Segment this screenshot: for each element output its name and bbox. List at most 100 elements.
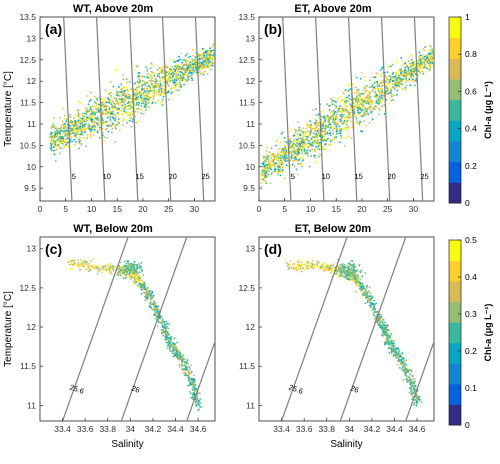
density-contour-15 xyxy=(128,17,139,201)
scatter-point xyxy=(206,73,209,75)
scatter-point xyxy=(191,61,193,64)
scatter-point xyxy=(321,115,323,118)
scatter-point xyxy=(363,120,365,122)
scatter-point xyxy=(145,293,148,296)
scatter-point xyxy=(295,168,298,171)
x-tick-label: 10 xyxy=(306,204,316,214)
scatter-point xyxy=(305,151,308,153)
scatter-point xyxy=(307,136,309,139)
density-contour-20 xyxy=(161,17,172,201)
scatter-point xyxy=(81,117,83,120)
scatter-point xyxy=(418,51,421,54)
scatter-point xyxy=(116,112,119,114)
scatter-point xyxy=(414,60,416,63)
scatter-point xyxy=(403,69,406,72)
y-tick-label: 12.5 xyxy=(238,55,255,65)
scatter-point xyxy=(418,56,420,58)
scatter-point xyxy=(77,128,79,131)
scatter-point xyxy=(290,140,292,143)
scatter-point xyxy=(168,81,171,83)
scatter-point xyxy=(396,73,399,76)
scatter-point xyxy=(122,271,124,274)
scatter-point xyxy=(110,95,113,97)
scatter-point xyxy=(362,294,364,297)
scatter-point xyxy=(192,48,194,51)
scatter-point xyxy=(387,89,389,92)
scatter-point xyxy=(206,65,209,68)
scatter-point xyxy=(130,274,133,277)
scatter-point xyxy=(135,268,138,271)
scatter-point xyxy=(165,66,168,69)
scatter-point xyxy=(187,75,189,77)
scatter-point xyxy=(412,62,415,65)
scatter-point xyxy=(316,262,319,265)
scatter-point xyxy=(389,74,392,77)
scatter-point xyxy=(324,143,327,146)
scatter-point xyxy=(130,111,132,114)
scatter-point xyxy=(302,152,305,155)
scatter-point xyxy=(293,149,296,152)
scatter-point xyxy=(149,306,152,308)
scatter-point xyxy=(181,77,184,79)
scatter-point xyxy=(335,136,338,139)
scatter-point xyxy=(267,155,270,158)
y-tick-label: 12.5 xyxy=(19,55,36,65)
scatter-point xyxy=(342,107,345,110)
scatter-point xyxy=(55,148,58,151)
scatter-point xyxy=(190,396,193,399)
scatter-point xyxy=(167,337,169,340)
scatter-point xyxy=(112,102,115,105)
y-tick-label: 12 xyxy=(246,76,256,86)
x-tick-label: 20 xyxy=(138,204,148,214)
scatter-point xyxy=(111,115,113,118)
scatter-point xyxy=(179,65,181,68)
scatter-point xyxy=(171,343,174,346)
scatter-point xyxy=(320,127,323,130)
scatter-point xyxy=(162,95,165,98)
contour-label: 5 xyxy=(291,172,296,181)
scatter-point xyxy=(79,117,82,119)
scatter-point xyxy=(92,116,94,118)
scatter-point xyxy=(414,72,417,75)
scatter-point xyxy=(371,118,374,120)
scatter-point xyxy=(296,133,299,135)
scatter-point xyxy=(380,97,383,99)
scatter-point xyxy=(120,98,123,101)
scatter-point xyxy=(78,266,80,268)
scatter-point xyxy=(130,266,133,269)
scatter-point xyxy=(54,127,57,130)
scatter-point xyxy=(79,122,81,125)
scatter-point xyxy=(276,140,278,143)
scatter-point xyxy=(340,106,343,109)
scatter-point xyxy=(94,101,97,104)
scatter-point xyxy=(61,133,64,136)
scatter-point xyxy=(336,268,339,271)
scatter-point xyxy=(405,64,407,67)
scatter-point xyxy=(273,161,276,164)
scatter-point xyxy=(200,54,203,56)
scatter-point xyxy=(134,264,136,266)
scatter-point xyxy=(93,127,96,130)
scatter-point xyxy=(184,372,187,375)
scatter-point xyxy=(282,149,284,151)
scatter-point xyxy=(142,113,145,115)
scatter-point xyxy=(82,118,85,121)
scatter-point xyxy=(355,290,357,293)
scatter-point xyxy=(336,130,338,133)
scatter-point xyxy=(400,73,403,76)
scatter-point xyxy=(118,270,120,273)
scatter-point xyxy=(408,78,411,81)
scatter-point xyxy=(75,141,77,143)
scatter-point xyxy=(101,110,104,112)
scatter-point xyxy=(110,120,113,123)
scatter-point xyxy=(406,80,409,82)
scatter-point xyxy=(135,107,138,110)
scatter-point xyxy=(343,116,346,119)
scatter-point xyxy=(305,261,308,263)
scatter-point xyxy=(151,64,154,67)
scatter-point xyxy=(182,78,185,81)
scatter-point xyxy=(342,92,345,94)
scatter-point xyxy=(295,130,298,133)
scatter-point xyxy=(161,101,164,103)
